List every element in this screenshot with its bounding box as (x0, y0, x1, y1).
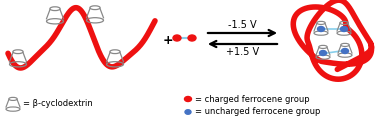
Ellipse shape (319, 51, 327, 55)
Text: -1.5 V: -1.5 V (228, 20, 257, 30)
Text: = uncharged ferrocene group: = uncharged ferrocene group (195, 108, 321, 116)
Ellipse shape (173, 35, 181, 41)
Text: = charged ferrocene group: = charged ferrocene group (195, 94, 310, 103)
Text: +: + (163, 33, 173, 46)
Ellipse shape (318, 26, 324, 31)
Text: = β-cyclodextrin: = β-cyclodextrin (23, 100, 93, 108)
Ellipse shape (185, 110, 191, 114)
Ellipse shape (184, 97, 192, 101)
Ellipse shape (341, 48, 349, 54)
Ellipse shape (341, 26, 347, 31)
Text: +1.5 V: +1.5 V (226, 47, 259, 57)
Ellipse shape (188, 35, 196, 41)
